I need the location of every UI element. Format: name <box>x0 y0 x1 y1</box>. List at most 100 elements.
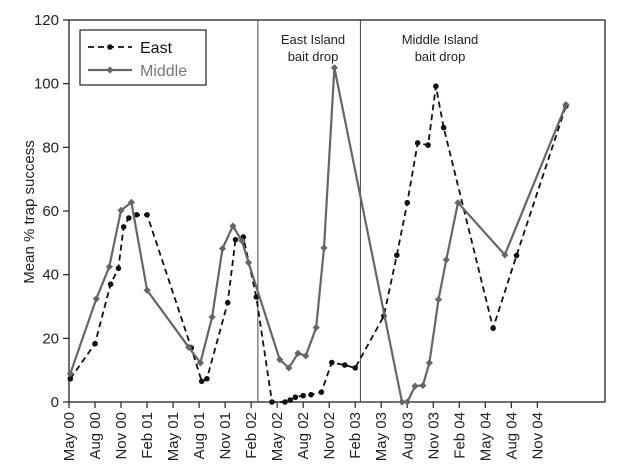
data-point-east <box>287 397 293 403</box>
x-tick-label: Nov 01 <box>217 412 234 460</box>
y-axis-title: Mean % trap success <box>21 140 38 283</box>
annotation-label: Middle Island <box>402 32 479 47</box>
data-point-middle <box>434 295 443 304</box>
data-point-middle <box>66 370 74 378</box>
y-axis-tick-labels: 0 20 40 60 80 100 120 <box>34 12 59 411</box>
data-point-east <box>282 399 288 405</box>
data-point-east <box>308 391 314 398</box>
data-point-east <box>300 392 306 399</box>
legend-label-middle: Middle <box>140 63 187 80</box>
data-point-middle <box>238 237 246 245</box>
data-point-east <box>204 375 210 382</box>
data-point-middle <box>208 313 216 321</box>
data-point-middle <box>105 263 113 271</box>
y-tick-label: 80 <box>42 139 59 156</box>
y-tick-label: 0 <box>51 394 59 411</box>
data-point-middle <box>302 352 310 360</box>
legend-marker-middle <box>106 66 114 74</box>
data-point-east <box>232 236 239 243</box>
x-tick-label: Nov 00 <box>113 412 130 460</box>
x-tick-label: Nov 04 <box>529 412 546 460</box>
data-point-middle <box>419 381 427 390</box>
x-tick-label: Aug 02 <box>295 412 312 460</box>
x-tick-label: Aug 00 <box>87 412 104 460</box>
data-point-middle <box>244 258 253 267</box>
data-point-middle <box>127 198 136 207</box>
data-point-east <box>126 215 132 221</box>
y-tick-label: 120 <box>34 12 59 29</box>
x-tick-label: Feb 03 <box>347 412 364 459</box>
data-point-middle <box>398 398 406 406</box>
x-tick-label: May 02 <box>269 412 286 461</box>
x-tick-label: Feb 04 <box>451 412 468 459</box>
data-point-middle <box>562 101 570 109</box>
data-point-middle <box>185 343 193 351</box>
data-point-east <box>513 252 520 259</box>
y-tick-label: 40 <box>42 267 59 284</box>
x-tick-label: May 01 <box>165 412 182 461</box>
x-tick-label: Aug 01 <box>191 412 208 460</box>
annotation-label: bait drop <box>288 49 339 64</box>
data-point-east <box>144 212 150 218</box>
data-point-east <box>328 359 335 366</box>
bait-drop-dividers <box>257 20 361 402</box>
data-point-middle <box>218 244 227 253</box>
data-point-east <box>198 378 205 385</box>
x-tick-label: May 04 <box>477 412 494 461</box>
legend-label-east: East <box>140 40 173 57</box>
data-point-middle <box>330 64 338 72</box>
data-point-east <box>425 142 431 148</box>
data-point-east <box>92 340 98 347</box>
x-tick-label: Aug 04 <box>503 412 520 460</box>
x-tick-label: Feb 01 <box>139 412 156 459</box>
annotation-label: East Island <box>281 32 345 47</box>
x-axis-tick-labels: May 00 Aug 00 Nov 00 Feb 01 May 01 Aug 01 Nov … <box>61 412 546 461</box>
data-point-east <box>404 199 411 206</box>
data-point-east <box>342 362 348 368</box>
data-point-east <box>352 365 359 371</box>
data-point-middle <box>229 222 237 230</box>
data-point-east <box>269 399 275 405</box>
series-line-east <box>69 86 567 403</box>
chart-axes <box>63 19 606 408</box>
series-line-middle <box>69 67 568 404</box>
y-tick-label: 60 <box>42 203 59 220</box>
data-point-middle <box>143 286 151 294</box>
data-point-middle <box>276 356 284 364</box>
x-tick-label: May 03 <box>373 412 390 461</box>
data-point-east <box>253 294 260 300</box>
data-point-east <box>490 325 496 331</box>
data-point-east <box>120 224 127 230</box>
data-point-east <box>414 140 421 146</box>
data-point-middle <box>196 359 204 367</box>
annotations: East Island bait drop Middle Island bait dr… <box>281 32 478 64</box>
data-point-east <box>318 389 325 395</box>
data-point-east <box>115 265 122 272</box>
data-point-middle <box>117 206 125 214</box>
data-point-middle <box>320 244 328 252</box>
data-point-east <box>292 394 299 401</box>
data-point-middle <box>285 364 293 372</box>
data-point-middle <box>312 323 320 332</box>
chart-series <box>66 64 570 406</box>
data-point-east <box>133 212 140 218</box>
data-point-east <box>107 281 114 288</box>
data-point-east <box>67 375 74 382</box>
data-point-east <box>224 299 231 306</box>
data-point-middle <box>92 295 100 303</box>
annotation-label: bait drop <box>415 49 466 64</box>
data-point-east <box>440 124 447 131</box>
data-point-east <box>394 252 400 259</box>
x-tick-label: Nov 02 <box>321 412 338 460</box>
data-point-middle <box>442 256 450 264</box>
data-point-middle <box>425 359 433 367</box>
x-tick-label: May 00 <box>61 412 78 461</box>
y-tick-label: 100 <box>34 76 59 93</box>
data-point-middle <box>294 349 302 357</box>
data-point-east <box>433 83 439 90</box>
data-point-middle <box>411 382 419 390</box>
legend-marker-east <box>107 44 113 50</box>
legend: East Middle <box>79 29 207 86</box>
data-point-middle <box>403 398 411 406</box>
